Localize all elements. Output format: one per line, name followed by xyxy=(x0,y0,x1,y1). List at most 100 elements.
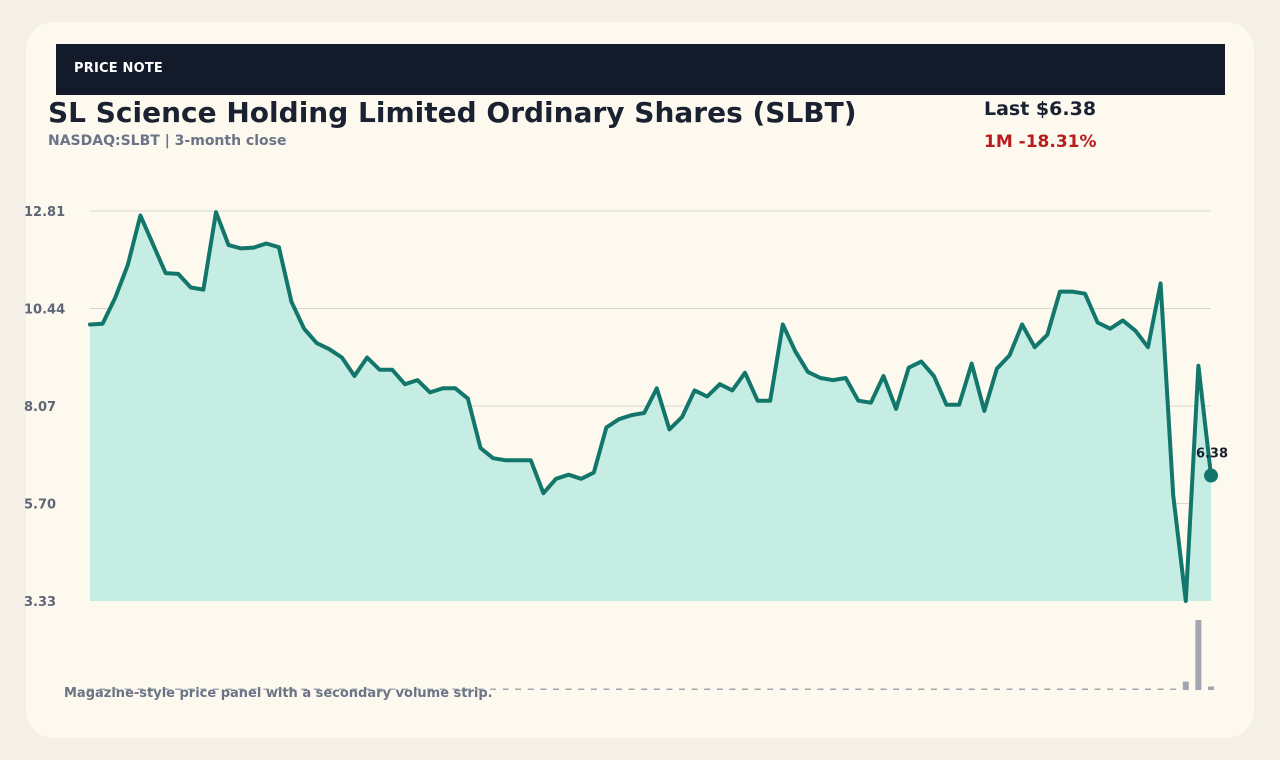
volume-bar xyxy=(124,688,131,690)
last-price-label: 6.38 xyxy=(1196,447,1228,462)
volume-bar xyxy=(175,688,182,690)
volume-bar xyxy=(1031,688,1038,690)
volume-bar xyxy=(162,688,169,690)
volume-bar xyxy=(301,688,308,690)
volume-bar xyxy=(87,688,93,690)
volume-bar xyxy=(263,688,270,690)
volume-bar xyxy=(137,688,144,690)
volume-bar xyxy=(641,688,648,690)
volume-bar xyxy=(1208,686,1214,690)
volume-bar xyxy=(1044,688,1051,690)
volume-bar xyxy=(704,688,711,690)
volume-bar xyxy=(540,688,547,690)
volume-bar xyxy=(679,688,685,690)
volume-bar xyxy=(867,688,874,690)
volume-bar xyxy=(1182,681,1189,690)
volume-bar xyxy=(918,688,925,690)
volume-bar xyxy=(1157,688,1164,690)
volume-bar xyxy=(1069,688,1076,690)
volume-bar xyxy=(477,688,484,690)
volume-bar xyxy=(653,688,660,690)
volume-bar xyxy=(993,688,1000,690)
volume-bar xyxy=(225,688,232,690)
volume-bar xyxy=(527,688,534,690)
volume-bar xyxy=(452,688,459,690)
volume-bar xyxy=(490,688,497,690)
volume-bar xyxy=(968,688,975,690)
volume-strip xyxy=(87,620,1214,690)
volume-bar xyxy=(376,688,383,690)
volume-bar xyxy=(389,688,396,690)
volume-bar xyxy=(213,688,219,690)
volume-bar xyxy=(893,688,900,690)
volume-bar xyxy=(326,688,333,690)
volume-bar xyxy=(691,688,698,690)
volume-bar xyxy=(855,688,862,690)
volume-bar xyxy=(905,688,912,690)
volume-bar xyxy=(515,688,522,690)
volume-bar xyxy=(288,688,295,690)
volume-bar xyxy=(364,688,371,690)
y-axis-ticks: 12.81 10.44 8.07 5.70 3.33 xyxy=(24,205,65,610)
last-price-marker xyxy=(1204,468,1218,483)
volume-bar xyxy=(1119,688,1126,690)
volume-bar xyxy=(565,688,572,690)
volume-bar xyxy=(981,688,988,690)
volume-bar xyxy=(1107,688,1114,690)
volume-bar xyxy=(338,688,345,690)
volume-bar xyxy=(754,688,761,690)
volume-bar xyxy=(956,688,963,690)
volume-bar xyxy=(1094,688,1101,690)
price-area xyxy=(90,212,1211,601)
volume-bar xyxy=(414,688,421,690)
y-tick-label: 10.44 xyxy=(24,303,65,318)
volume-bar xyxy=(716,688,723,690)
volume-bar xyxy=(553,688,559,690)
y-tick-label: 12.81 xyxy=(24,205,65,220)
volume-bar xyxy=(112,688,119,690)
volume-bar xyxy=(792,688,799,690)
chart-title: SL Science Holding Limited Ordinary Shar… xyxy=(48,96,857,129)
y-tick-label: 3.33 xyxy=(24,595,56,610)
chart-subtitle: NASDAQ:SLBT | 3-month close xyxy=(48,133,287,149)
volume-bar xyxy=(1195,620,1202,690)
volume-bar xyxy=(729,688,736,690)
volume-bar xyxy=(930,688,937,690)
volume-bar xyxy=(150,688,156,690)
volume-bar xyxy=(1082,688,1088,690)
chart-caption: Magazine-style price panel with a second… xyxy=(64,686,493,701)
volume-bar xyxy=(943,688,950,690)
price-note-banner: PRICE NOTE xyxy=(56,44,1225,95)
volume-bar xyxy=(187,688,194,690)
volume-bar xyxy=(616,688,622,690)
y-tick-label: 5.70 xyxy=(24,498,56,513)
volume-bar xyxy=(99,688,106,690)
y-tick-label: 8.07 xyxy=(24,400,56,415)
volume-bar xyxy=(1006,688,1013,690)
volume-bar xyxy=(603,688,610,690)
volume-bar xyxy=(830,688,837,690)
volume-bar xyxy=(767,688,774,690)
volume-bar xyxy=(275,688,282,690)
volume-bar xyxy=(351,688,358,690)
volume-bar xyxy=(1019,688,1026,690)
volume-bar xyxy=(1132,688,1139,690)
volume-bar xyxy=(628,688,635,690)
volume-bar xyxy=(1170,688,1177,690)
volume-bar xyxy=(817,688,824,690)
one-month-change: 1M -18.31% xyxy=(984,132,1097,152)
volume-bar xyxy=(313,688,320,690)
price-line xyxy=(88,210,1213,603)
volume-bar xyxy=(590,688,597,690)
volume-bar xyxy=(1056,688,1063,690)
volume-bar xyxy=(401,688,408,690)
volume-bar xyxy=(578,688,585,690)
volume-bar xyxy=(502,688,509,690)
volume-bar xyxy=(427,688,434,690)
volume-bar xyxy=(666,688,673,690)
last-price: Last $6.38 xyxy=(984,98,1097,120)
volume-bar xyxy=(880,688,887,690)
banner-label: PRICE NOTE xyxy=(74,61,164,76)
volume-bar xyxy=(804,688,811,690)
